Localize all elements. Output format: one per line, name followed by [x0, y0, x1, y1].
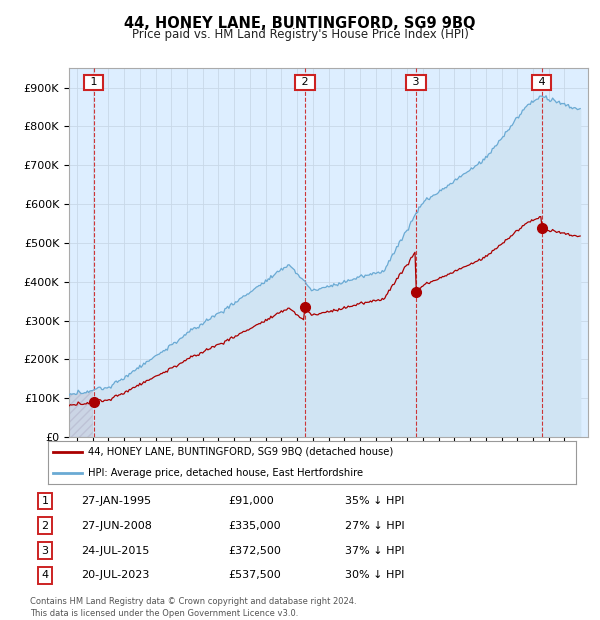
- Text: 30% ↓ HPI: 30% ↓ HPI: [345, 570, 404, 580]
- Text: 3: 3: [409, 78, 423, 87]
- Text: 2: 2: [41, 521, 49, 531]
- Text: 27-JUN-2008: 27-JUN-2008: [81, 521, 152, 531]
- Text: £537,500: £537,500: [228, 570, 281, 580]
- Text: £335,000: £335,000: [228, 521, 281, 531]
- Text: £372,500: £372,500: [228, 546, 281, 556]
- Text: 4: 4: [535, 78, 548, 87]
- Text: 35% ↓ HPI: 35% ↓ HPI: [345, 496, 404, 506]
- Text: Contains HM Land Registry data © Crown copyright and database right 2024.
This d: Contains HM Land Registry data © Crown c…: [30, 596, 356, 618]
- Text: 3: 3: [41, 546, 49, 556]
- Text: 27% ↓ HPI: 27% ↓ HPI: [345, 521, 404, 531]
- Text: HPI: Average price, detached house, East Hertfordshire: HPI: Average price, detached house, East…: [88, 468, 363, 478]
- Text: 44, HONEY LANE, BUNTINGFORD, SG9 9BQ (detached house): 44, HONEY LANE, BUNTINGFORD, SG9 9BQ (de…: [88, 447, 393, 457]
- Text: 44, HONEY LANE, BUNTINGFORD, SG9 9BQ: 44, HONEY LANE, BUNTINGFORD, SG9 9BQ: [124, 16, 476, 31]
- Text: 24-JUL-2015: 24-JUL-2015: [81, 546, 149, 556]
- Text: 1: 1: [41, 496, 49, 506]
- Text: 4: 4: [41, 570, 49, 580]
- Text: 20-JUL-2023: 20-JUL-2023: [81, 570, 149, 580]
- Text: 1: 1: [86, 78, 101, 87]
- Text: 2: 2: [298, 78, 312, 87]
- Text: 37% ↓ HPI: 37% ↓ HPI: [345, 546, 404, 556]
- Text: Price paid vs. HM Land Registry's House Price Index (HPI): Price paid vs. HM Land Registry's House …: [131, 28, 469, 41]
- Text: 27-JAN-1995: 27-JAN-1995: [81, 496, 151, 506]
- Text: £91,000: £91,000: [228, 496, 274, 506]
